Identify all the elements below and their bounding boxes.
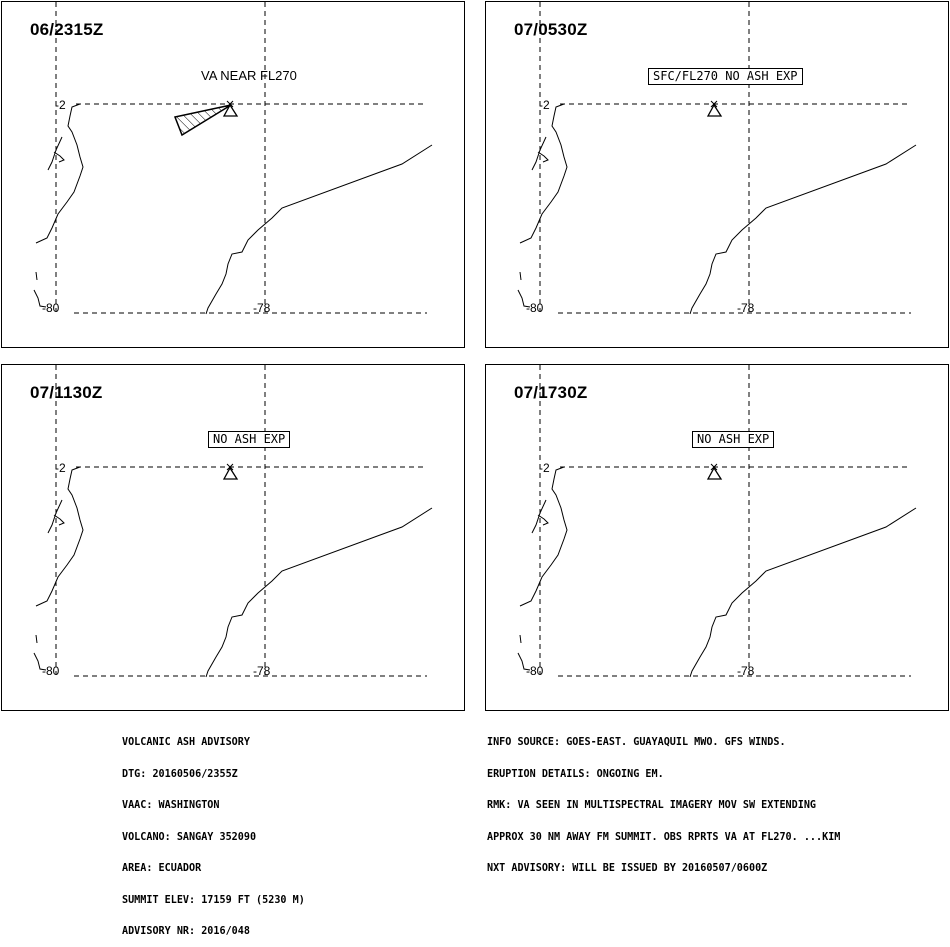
ash-polygon (173, 104, 232, 137)
map-drawing (33, 2, 433, 315)
coastline (33, 271, 47, 308)
coastline (53, 151, 65, 163)
coastline (35, 103, 84, 244)
coastline (537, 151, 549, 163)
lat-label: -2 (539, 461, 550, 475)
coastline (517, 271, 531, 308)
coastline (519, 103, 568, 244)
border-line (205, 144, 433, 315)
advisory-area: AREA: ECUADOR (122, 861, 202, 874)
map-panel: 07/0530Z SFC/FL270 NO ASH EXP -2 -80 -78 (485, 1, 949, 348)
map-panel: 07/1730Z NO ASH EXP -2 -80 -78 (485, 364, 949, 711)
lon-label-west: -80 (42, 301, 60, 315)
coastline (537, 514, 549, 526)
coastline (531, 499, 547, 534)
advisory-remark-1: RMK: VA SEEN IN MULTISPECTRAL IMAGERY MO… (487, 798, 817, 811)
advisory-dtg: DTG: 20160506/2355Z (122, 766, 238, 780)
advisory-eruption-details: ERUPTION DETAILS: ONGOING EM. (487, 766, 664, 780)
lon-label-east: -78 (253, 664, 271, 678)
lon-label-east: -78 (253, 301, 271, 315)
border-line (689, 144, 917, 315)
advisory-volcano: VOLCANO: SANGAY 352090 (122, 829, 257, 843)
ash-label: SFC/FL270 NO ASH EXP (648, 68, 803, 85)
advisory-next: NXT ADVISORY: WILL BE ISSUED BY 20160507… (487, 861, 768, 874)
lon-label-west: -80 (42, 664, 60, 678)
lon-label-east: -78 (737, 301, 755, 315)
panel-time: 06/2315Z (30, 20, 104, 39)
volcano-triangle-icon (706, 100, 723, 117)
panel-time: 07/0530Z (514, 20, 588, 39)
advisory-info-left: VOLCANIC ASH ADVISORY DTG: 20160506/2355… (122, 716, 305, 947)
coastline (517, 634, 531, 671)
lat-label: -2 (55, 461, 66, 475)
border-line (205, 507, 433, 678)
map-panel: 07/1130Z NO ASH EXP -2 -80 -78 (1, 364, 465, 711)
advisory-info-source: INFO SOURCE: GOES-EAST. GUAYAQUIL MWO. G… (487, 735, 786, 748)
map-panel: 06/2315Z VA NEAR FL270 -2 -80 -78 (1, 1, 465, 348)
ash-label: NO ASH EXP (692, 431, 775, 448)
panel-time: 07/1730Z (514, 383, 588, 402)
lat-label: -2 (55, 98, 66, 112)
ash-label: VA NEAR FL270 (201, 68, 297, 83)
advisory-summit-elev: SUMMIT ELEV: 17159 FT (5230 M) (122, 892, 305, 906)
coastline (519, 466, 568, 607)
coastline (531, 136, 547, 171)
volcano-triangle-icon (706, 463, 723, 480)
coastline (33, 634, 47, 671)
panel-time: 07/1130Z (30, 383, 103, 402)
coastline (47, 136, 63, 171)
coastline (35, 466, 84, 607)
advisory-header: VOLCANIC ASH ADVISORY (122, 735, 250, 748)
border-line (689, 507, 917, 678)
volcano-triangle-icon (222, 100, 239, 117)
advisory-number: ADVISORY NR: 2016/048 (122, 924, 250, 937)
lon-label-east: -78 (737, 664, 755, 678)
lat-label: -2 (539, 98, 550, 112)
lon-label-west: -80 (526, 301, 544, 315)
map-drawing (517, 365, 917, 678)
coastline (53, 514, 65, 526)
map-drawing (33, 365, 433, 678)
advisory-vaac: VAAC: WASHINGTON (122, 798, 220, 811)
lon-label-west: -80 (526, 664, 544, 678)
advisory-remark-2: APPROX 30 NM AWAY FM SUMMIT. OBS RPRTS V… (487, 829, 841, 843)
coastline (47, 499, 63, 534)
ash-label: NO ASH EXP (208, 431, 291, 448)
map-drawing (517, 2, 917, 315)
volcano-triangle-icon (222, 463, 239, 480)
advisory-info-right: INFO SOURCE: GOES-EAST. GUAYAQUIL MWO. G… (487, 716, 840, 884)
